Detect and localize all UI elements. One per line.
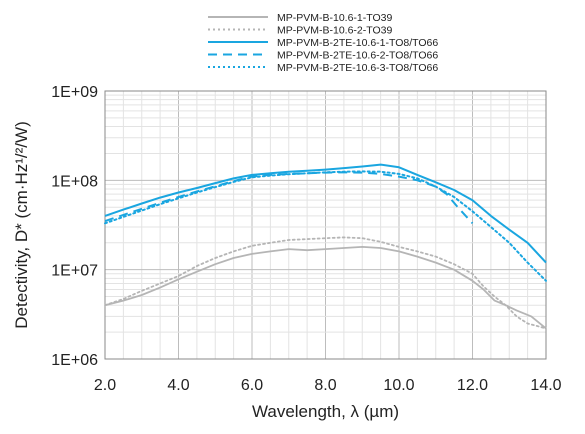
series-line xyxy=(104,236,547,330)
x-tick-label: 10.0 xyxy=(383,377,414,394)
x-tick-label: 14.0 xyxy=(530,377,561,394)
chart-legend: MP-PVM-B-10.6-1-TO39MP-PVM-B-10.6-2-TO39… xyxy=(208,12,438,74)
x-axis-tick-labels: 2.0 4.0 6.0 8.0 10.0 12.0 14.0 xyxy=(94,377,562,394)
y-tick-label: 1E+07 xyxy=(51,263,98,280)
y-tick-label: 1E+06 xyxy=(51,352,98,369)
legend-entry-label: MP-PVM-B-10.6-2-TO39 xyxy=(277,25,392,37)
x-tick-label: 6.0 xyxy=(241,377,263,394)
y-axis-label: Detectivity, D* (cm·Hz¹/²/W) xyxy=(12,121,31,328)
x-axis-label: Wavelength, λ (µm) xyxy=(252,402,399,421)
x-tick-label: 8.0 xyxy=(314,377,336,394)
chart-grid xyxy=(104,91,547,360)
y-axis-tick-labels: 1E+06 1E+07 1E+08 1E+09 xyxy=(51,84,98,369)
series-line xyxy=(104,163,547,264)
legend-entry-label: MP-PVM-B-2TE-10.6-3-TO8/TO66 xyxy=(277,62,438,74)
legend-entry-label: MP-PVM-B-10.6-1-TO39 xyxy=(277,12,392,24)
plot-area-frame xyxy=(104,90,547,360)
y-tick-label: 1E+08 xyxy=(51,173,98,190)
x-tick-label: 12.0 xyxy=(457,377,488,394)
series-line xyxy=(104,170,547,282)
x-tick-label: 4.0 xyxy=(167,377,189,394)
legend-entry-label: MP-PVM-B-2TE-10.6-1-TO8/TO66 xyxy=(277,37,438,49)
series-layer xyxy=(104,163,547,330)
y-tick-label: 1E+09 xyxy=(51,84,98,101)
legend-entry-label: MP-PVM-B-2TE-10.6-2-TO8/TO66 xyxy=(277,50,438,62)
x-tick-label: 2.0 xyxy=(94,377,116,394)
series-line xyxy=(104,246,547,330)
